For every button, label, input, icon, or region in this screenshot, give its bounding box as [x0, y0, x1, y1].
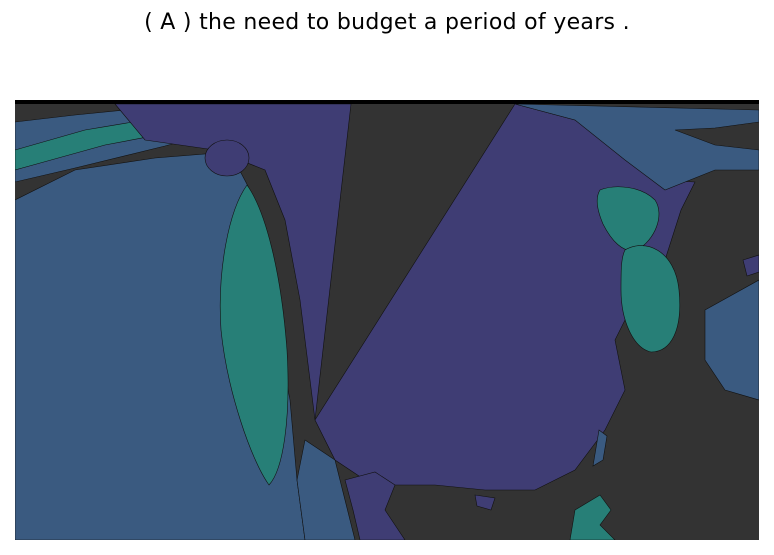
region-teal-east-lake — [620, 245, 681, 353]
region-small-circle — [204, 139, 250, 177]
region-north-purple — [114, 103, 352, 421]
figure-title: ( A ) the need to budget a period of yea… — [144, 10, 630, 35]
region-south-blue-2 — [474, 494, 496, 511]
map-top-border — [15, 100, 759, 104]
region-south-blue — [296, 439, 356, 540]
region-east-blue — [704, 279, 759, 401]
region-southeast-blue — [592, 429, 608, 467]
region-teal-lens — [219, 184, 289, 486]
region-northeast-blue — [514, 103, 759, 191]
map-canvas — [15, 100, 759, 540]
region-east-islet — [742, 254, 759, 277]
region-southeast-teal — [569, 494, 616, 540]
choropleth-map — [15, 100, 759, 540]
region-south-purple — [344, 471, 406, 540]
